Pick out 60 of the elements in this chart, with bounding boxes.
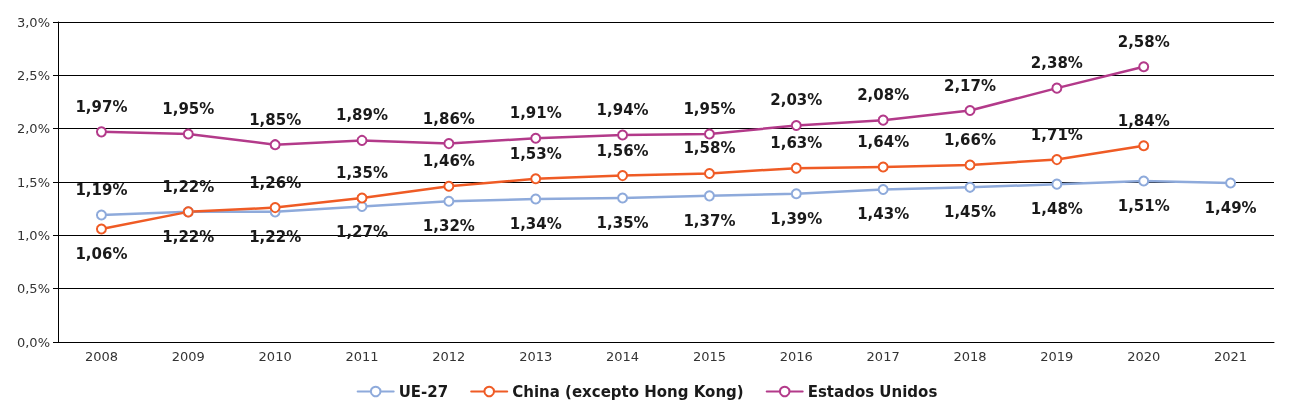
data-label: 1,51% [1117,196,1170,215]
data-label: 1,63% [770,134,823,153]
data-label: 1,89% [335,106,389,125]
data-label: 1,94% [596,101,649,120]
x-tick-label: 2011 [345,349,379,364]
x-tick-label: 2017 [866,349,900,364]
data-label: 1,48% [1030,200,1083,219]
data-label: 1,39% [770,209,823,228]
y-tick-label: 1,0% [16,227,50,243]
y-tick-label: 2,0% [16,121,50,137]
data-label: 1,49% [1204,199,1257,218]
data-label: 1,22% [162,177,215,196]
data-label: 1,95% [162,100,215,118]
data-label: 2,58% [1117,32,1170,51]
data-label: 1,45% [943,203,997,222]
data-label: 1,06% [75,244,128,263]
data-label: 1,71% [1030,125,1083,144]
data-label: 1,35% [596,214,649,232]
x-tick-label: 2013 [519,349,553,364]
data-label: 1,32% [422,217,475,236]
x-tick-label: 2016 [779,349,813,364]
y-tick-label: 0,5% [16,281,50,297]
data-label: 1,64% [857,133,910,152]
y-tick-label: 2,5% [16,67,50,83]
legend-label: China (excepto Hong Kong) [512,382,744,401]
x-tick-label: 2021 [1214,349,1248,364]
x-tick-label: 2020 [1127,349,1161,364]
data-label: 2,38% [1030,54,1083,73]
data-label: 1,58% [683,139,736,158]
data-label: 1,66% [943,130,997,149]
legend-label: Estados Unidos [807,382,938,401]
data-label: 1,84% [1117,111,1170,130]
x-tick-label: 2009 [171,349,205,364]
y-tick-label: 0,0% [16,334,50,350]
data-label: 1,86% [422,109,475,128]
data-label: 2,08% [857,86,910,105]
data-label: 1,95% [683,100,736,118]
x-tick-label: 2008 [84,349,118,364]
x-tick-label: 2010 [258,349,292,364]
data-label: 1,53% [509,144,562,163]
data-label: 1,34% [509,215,562,234]
legend-label: UE-27 [398,382,449,401]
x-tick-label: 2014 [606,349,640,364]
y-tick-label: 3,0% [16,14,50,30]
data-label: 1,43% [857,205,910,224]
data-label: 1,91% [509,104,562,123]
data-label: 1,19% [75,181,128,200]
x-tick-label: 2018 [953,349,987,364]
data-label: 1,35% [335,164,389,182]
x-tick-label: 2012 [432,349,466,364]
data-label: 1,46% [422,152,475,171]
data-label: 1,85% [249,110,302,129]
data-label: 1,97% [75,97,128,116]
data-label: 2,03% [770,91,823,110]
y-tick-label: 1,5% [16,174,50,190]
data-label: 1,37% [683,211,736,230]
data-label: 2,17% [943,76,997,95]
x-tick-label: 2015 [692,349,726,364]
data-label: 1,56% [596,141,649,160]
x-tick-label: 2019 [1040,349,1074,364]
